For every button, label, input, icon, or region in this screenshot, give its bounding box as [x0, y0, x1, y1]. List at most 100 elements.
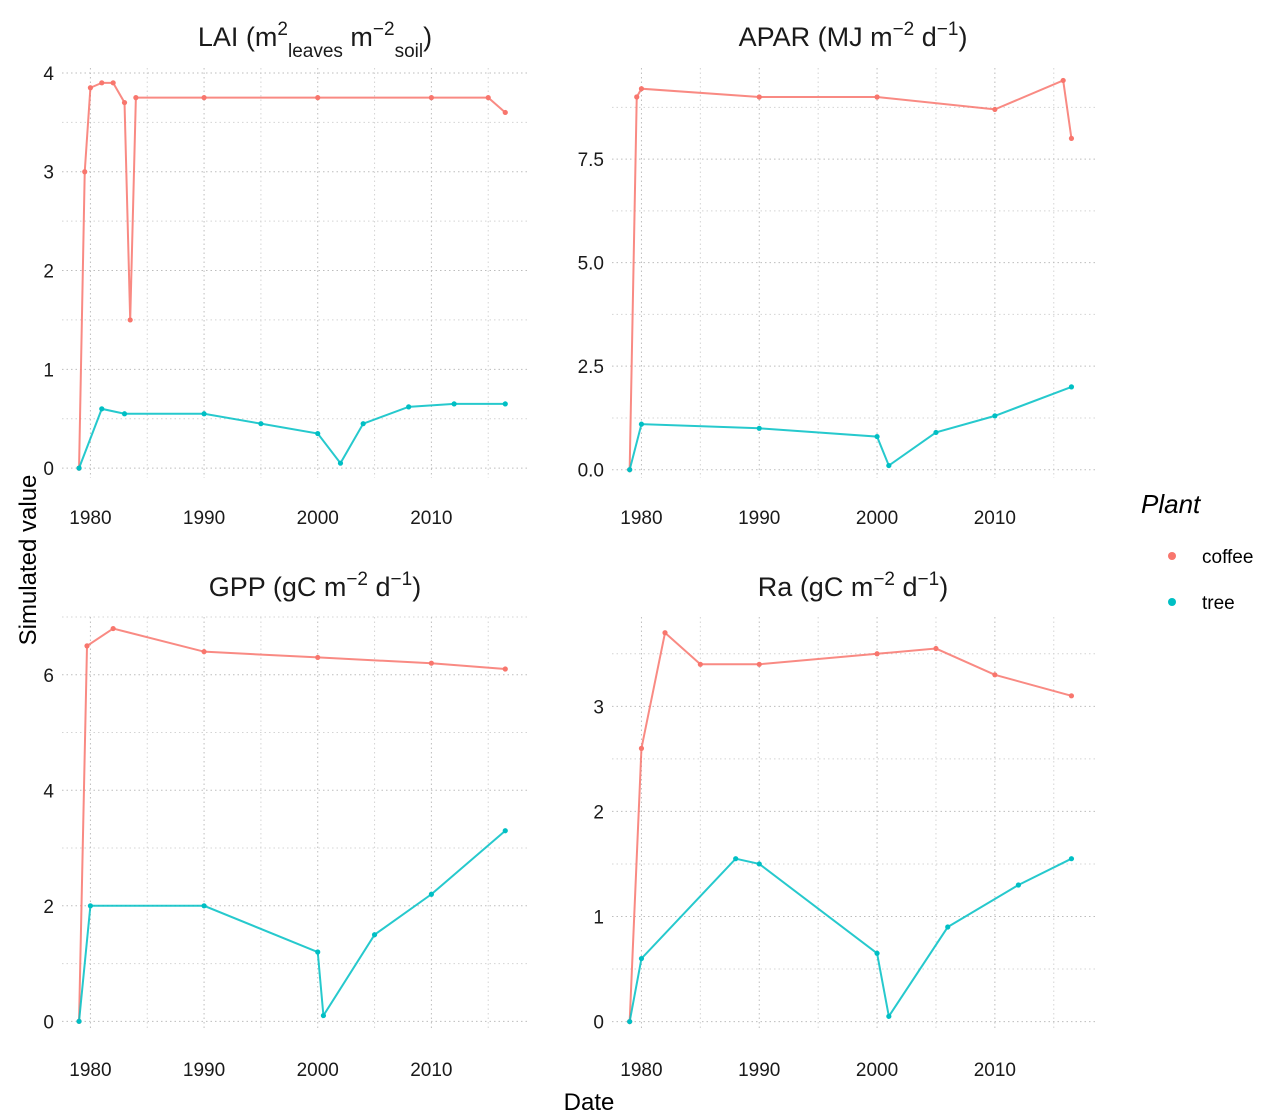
data-point-coffee — [201, 649, 207, 655]
data-point-tree — [1068, 856, 1075, 862]
data-point-tree — [451, 401, 457, 407]
data-point-coffee — [874, 94, 880, 100]
data-point-tree — [371, 932, 378, 938]
panel-title-ra: Ra (gC m−2 d−1) — [758, 569, 948, 602]
data-point-coffee — [638, 86, 645, 92]
x-tick-label: 2000 — [297, 508, 339, 529]
series-line-coffee — [628, 630, 1072, 1022]
data-point-tree — [315, 949, 321, 955]
y-tick-label: 2 — [593, 802, 604, 823]
data-point-coffee — [1060, 77, 1066, 84]
y-tick-label: 0 — [43, 459, 54, 480]
x-tick-label: 1980 — [69, 508, 111, 529]
series-line-coffee — [78, 627, 506, 1022]
y-tick-label: 3 — [593, 697, 604, 718]
data-point-tree — [315, 430, 321, 437]
data-point-coffee — [84, 643, 90, 649]
data-point-coffee — [87, 85, 94, 91]
legend-label-tree: tree — [1202, 593, 1235, 614]
x-tick-label: 1980 — [620, 508, 662, 529]
legend-swatch-coffee — [1168, 552, 1176, 560]
data-point-tree — [360, 421, 366, 427]
data-point-coffee — [315, 654, 321, 661]
series-line-tree — [78, 402, 506, 469]
x-tick-label: 1990 — [183, 508, 225, 529]
y-tick-label: 0 — [43, 1012, 54, 1033]
x-tick-label: 1990 — [738, 1060, 780, 1081]
x-axis-label: Date — [564, 1089, 615, 1116]
data-point-tree — [502, 401, 508, 407]
data-point-coffee — [933, 645, 939, 652]
x-tick-label: 2000 — [297, 1060, 339, 1081]
data-point-tree — [1015, 882, 1022, 888]
panel-gpp: 1980 1990 2000 2010 0 2 4 6 GPP (gC m−2 d−1) — [43, 569, 528, 1081]
y-tick-label: 4 — [43, 781, 54, 802]
y-tick-label: 2.5 — [578, 357, 604, 378]
series-line-coffee — [78, 81, 506, 469]
data-point-tree — [733, 856, 739, 862]
data-point-tree — [756, 861, 762, 867]
series-line-tree — [628, 385, 1072, 470]
y-tick-label: 2 — [43, 897, 54, 918]
panel-lai: 1980 1990 2000 2010 0 1 2 3 4 LAI (m2leaves m−2so… — [43, 19, 528, 529]
data-point-tree — [886, 1013, 892, 1019]
x-tick-label: 2010 — [410, 1060, 452, 1081]
legend-title: Plant — [1141, 489, 1202, 519]
series-line-tree — [628, 857, 1072, 1022]
x-tick-label: 2010 — [974, 1060, 1016, 1081]
data-point-tree — [933, 429, 939, 436]
y-tick-label: 1 — [593, 908, 604, 929]
legend-label-coffee: coffee — [1202, 547, 1253, 568]
data-point-tree — [201, 411, 207, 417]
data-point-tree — [874, 950, 880, 956]
x-tick-label: 2010 — [974, 508, 1016, 529]
y-tick-label: 3 — [43, 163, 54, 184]
data-point-coffee — [992, 106, 998, 113]
y-tick-label: 0.0 — [578, 461, 604, 482]
data-point-coffee — [428, 660, 434, 666]
y-tick-label: 4 — [43, 64, 54, 85]
data-point-coffee — [127, 317, 133, 323]
data-point-coffee — [121, 99, 128, 106]
data-point-tree — [627, 1018, 633, 1025]
data-point-tree — [201, 903, 207, 909]
data-point-coffee — [502, 666, 508, 672]
series-line-tree — [78, 829, 506, 1022]
x-tick-label: 2010 — [410, 508, 452, 529]
y-tick-label: 2 — [43, 262, 54, 283]
data-point-coffee — [634, 94, 640, 100]
data-point-coffee — [110, 80, 116, 86]
panel-title-gpp: GPP (gC m−2 d−1) — [209, 569, 421, 602]
data-point-tree — [992, 413, 998, 419]
x-tick-label: 2000 — [856, 508, 898, 529]
data-point-tree — [121, 411, 128, 417]
data-point-tree — [756, 425, 762, 431]
data-point-tree — [99, 406, 105, 412]
data-point-coffee — [697, 661, 703, 667]
data-point-coffee — [502, 109, 508, 116]
data-point-coffee — [992, 672, 998, 678]
x-tick-label: 1980 — [620, 1060, 662, 1081]
y-axis-label: Simulated value — [15, 475, 42, 646]
data-point-tree — [258, 421, 264, 427]
panel-title-apar: APAR (MJ m−2 d−1) — [739, 19, 968, 52]
data-point-coffee — [1068, 693, 1075, 699]
data-point-coffee — [756, 94, 762, 100]
y-tick-label: 6 — [43, 666, 54, 687]
data-point-coffee — [110, 625, 116, 632]
data-point-tree — [886, 462, 892, 469]
data-point-tree — [428, 891, 434, 897]
y-tick-label: 7.5 — [578, 150, 604, 171]
data-point-tree — [76, 465, 82, 471]
y-tick-label: 0 — [593, 1013, 604, 1034]
data-point-coffee — [428, 95, 434, 101]
data-point-tree — [1068, 384, 1075, 390]
data-point-coffee — [1068, 135, 1075, 142]
data-point-tree — [76, 1018, 82, 1024]
data-point-tree — [638, 955, 645, 962]
data-point-coffee — [201, 95, 207, 101]
data-point-tree — [945, 924, 951, 930]
data-point-tree — [87, 903, 94, 909]
data-point-coffee — [638, 745, 645, 751]
